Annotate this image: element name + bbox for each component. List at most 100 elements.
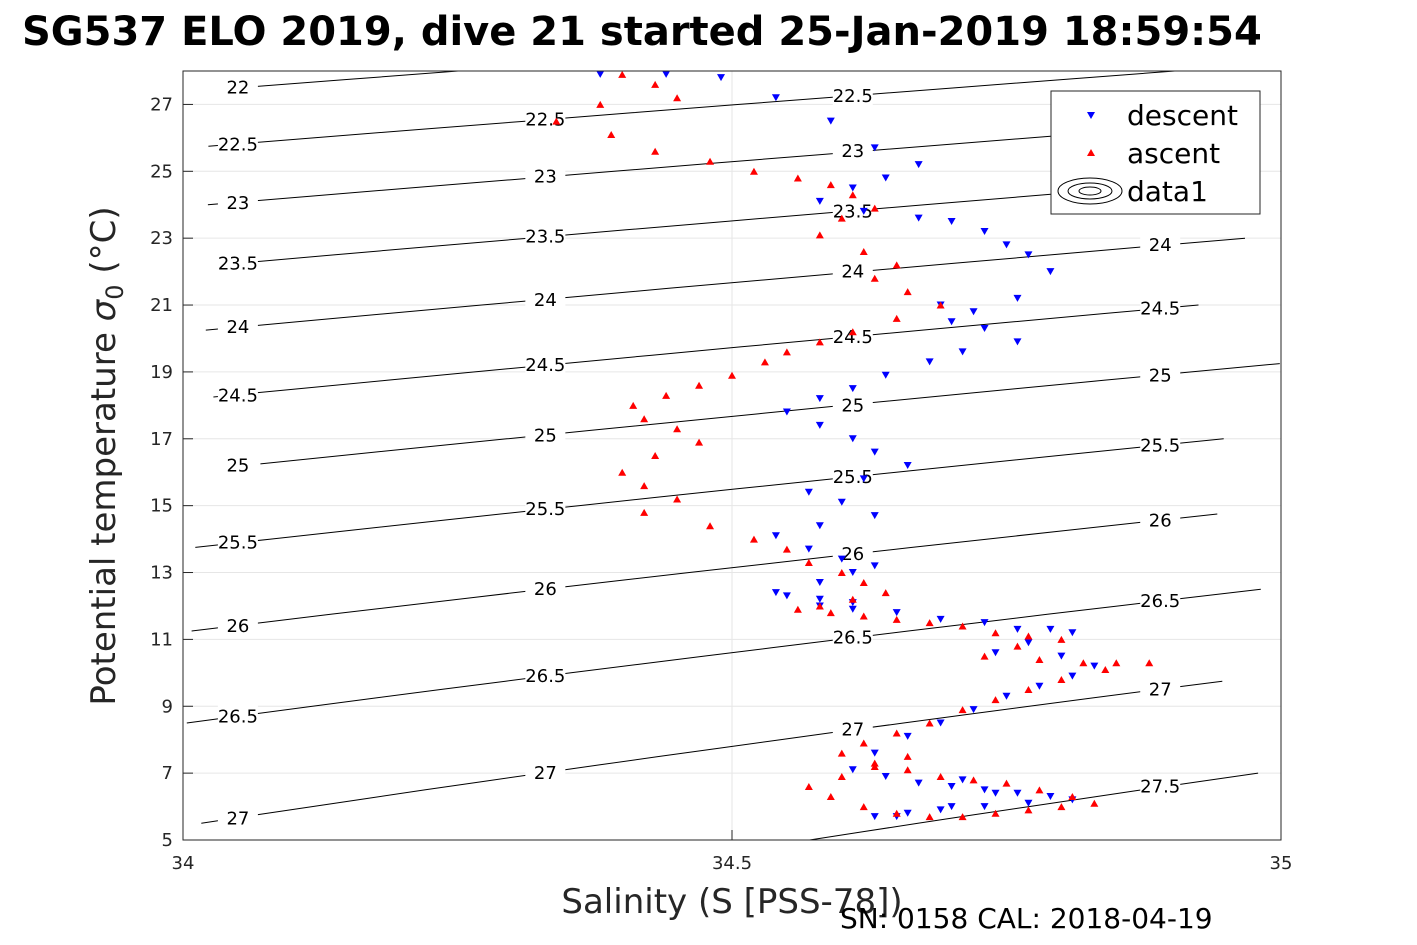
ascent-point xyxy=(815,602,824,610)
contour-label-bg xyxy=(217,531,258,553)
descent-point xyxy=(947,318,956,326)
y-tick-label: 13 xyxy=(150,563,173,584)
ascent-point xyxy=(793,174,802,182)
contour-label: 23 xyxy=(534,166,557,187)
contour-label-bg xyxy=(525,354,566,376)
ascent-point xyxy=(695,381,704,389)
contour-label-bg xyxy=(832,140,873,162)
contour-label: 24 xyxy=(1149,235,1172,256)
ascent-point xyxy=(1068,793,1077,801)
descent-point xyxy=(1035,682,1044,690)
descent-point xyxy=(980,619,989,627)
ascent-point xyxy=(706,522,715,530)
descent-point xyxy=(903,732,912,740)
contour-label-bg xyxy=(832,718,873,740)
x-axis-ticks: 34 34.5 35 xyxy=(172,830,1292,874)
ascent-point xyxy=(618,468,627,476)
contour-label-bg xyxy=(525,497,566,519)
ascent-point xyxy=(848,595,857,603)
contour-label: 27 xyxy=(534,763,557,784)
descent-point xyxy=(980,227,989,235)
contour-label-bg xyxy=(1140,434,1181,456)
contour-label-bg xyxy=(832,85,873,107)
descent-point xyxy=(980,324,989,332)
ascent-point xyxy=(837,749,846,757)
contour-label: 26.5 xyxy=(1140,591,1180,612)
ascent-point xyxy=(980,652,989,660)
ascent-point xyxy=(1057,635,1066,643)
ascent-point xyxy=(1090,799,1099,807)
contour-line xyxy=(260,363,1280,465)
y-tick-label: 11 xyxy=(150,629,173,650)
contour-label: 27.5 xyxy=(1140,777,1180,798)
contour-label-bg xyxy=(217,252,258,274)
contour-label: 26.5 xyxy=(833,628,873,649)
contour-label: 27 xyxy=(1149,680,1172,701)
ascent-point xyxy=(815,338,824,346)
ascent-point xyxy=(728,371,736,379)
contour-label-bg xyxy=(1140,509,1181,531)
descent-point xyxy=(958,348,967,356)
contour-label-bg xyxy=(1140,678,1181,700)
contour-label-bg xyxy=(217,315,258,337)
ascent-point xyxy=(892,729,901,737)
ascent-point xyxy=(552,117,561,125)
ascent-point xyxy=(1024,806,1033,814)
y-tick-label: 27 xyxy=(150,94,173,115)
contour-label-bg xyxy=(525,424,566,446)
y-axis-label-subscript: 0 xyxy=(101,284,129,299)
descent-point xyxy=(826,117,835,125)
descent-point xyxy=(1046,793,1055,801)
contour-label: 25.5 xyxy=(218,532,258,553)
descent-point xyxy=(1002,692,1011,700)
ascent-point xyxy=(881,589,890,597)
contour-label: 22.5 xyxy=(833,86,873,107)
y-tick-label: 17 xyxy=(150,429,173,450)
contour-label-bg xyxy=(525,762,566,784)
contour-line xyxy=(195,438,1224,548)
descent-point xyxy=(848,605,857,613)
legend-contour-label: data1 xyxy=(1127,175,1208,208)
contour-line xyxy=(213,304,1199,398)
legend-descent-marker xyxy=(1087,112,1095,119)
contour-label: 27 xyxy=(841,720,864,741)
legend-contour-icon xyxy=(1057,177,1123,205)
contour-label: 24 xyxy=(534,290,557,311)
contour-label-bg xyxy=(832,626,873,648)
descent-point xyxy=(969,706,978,714)
descent-point xyxy=(870,512,879,520)
ascent-point xyxy=(859,248,868,256)
descent-point xyxy=(1024,251,1033,259)
descent-point xyxy=(848,184,857,192)
y-tick-label: 7 xyxy=(162,763,173,784)
x-tick-label: 34 xyxy=(172,853,195,874)
descent-point xyxy=(936,615,945,623)
descent-point xyxy=(1068,629,1077,637)
chart-title: SG537 ELO 2019, dive 21 started 25-Jan-2… xyxy=(22,9,1262,55)
ascent-point xyxy=(903,752,912,760)
descent-point xyxy=(1013,625,1022,633)
ascent-point xyxy=(870,204,879,212)
descent-point xyxy=(782,408,791,416)
contour-label-bg xyxy=(1140,364,1181,386)
contour-label: 24 xyxy=(226,317,249,338)
contour-label: 23.5 xyxy=(525,227,565,248)
contour-label-bg xyxy=(525,165,566,187)
descent-point xyxy=(903,809,912,817)
contour-line xyxy=(205,237,1246,331)
contour-label-bg xyxy=(217,454,258,476)
descent-point xyxy=(859,475,868,483)
contour-label: 25 xyxy=(841,395,864,416)
ascent-point xyxy=(826,609,835,617)
contour-label: 24.5 xyxy=(218,385,258,406)
ascent-point xyxy=(673,425,682,433)
footer-serial-calibration: SN: 0158 CAL: 2018-04-19 xyxy=(840,902,1213,935)
y-tick-label: 19 xyxy=(150,362,173,383)
contour-label-bg xyxy=(217,615,258,637)
contour-label-bg xyxy=(525,289,566,311)
y-axis-label-sigma: σ xyxy=(84,298,124,321)
descent-point xyxy=(903,462,912,470)
descent-point xyxy=(958,776,967,784)
descent-point xyxy=(1057,652,1066,660)
descent-point xyxy=(1046,625,1055,633)
